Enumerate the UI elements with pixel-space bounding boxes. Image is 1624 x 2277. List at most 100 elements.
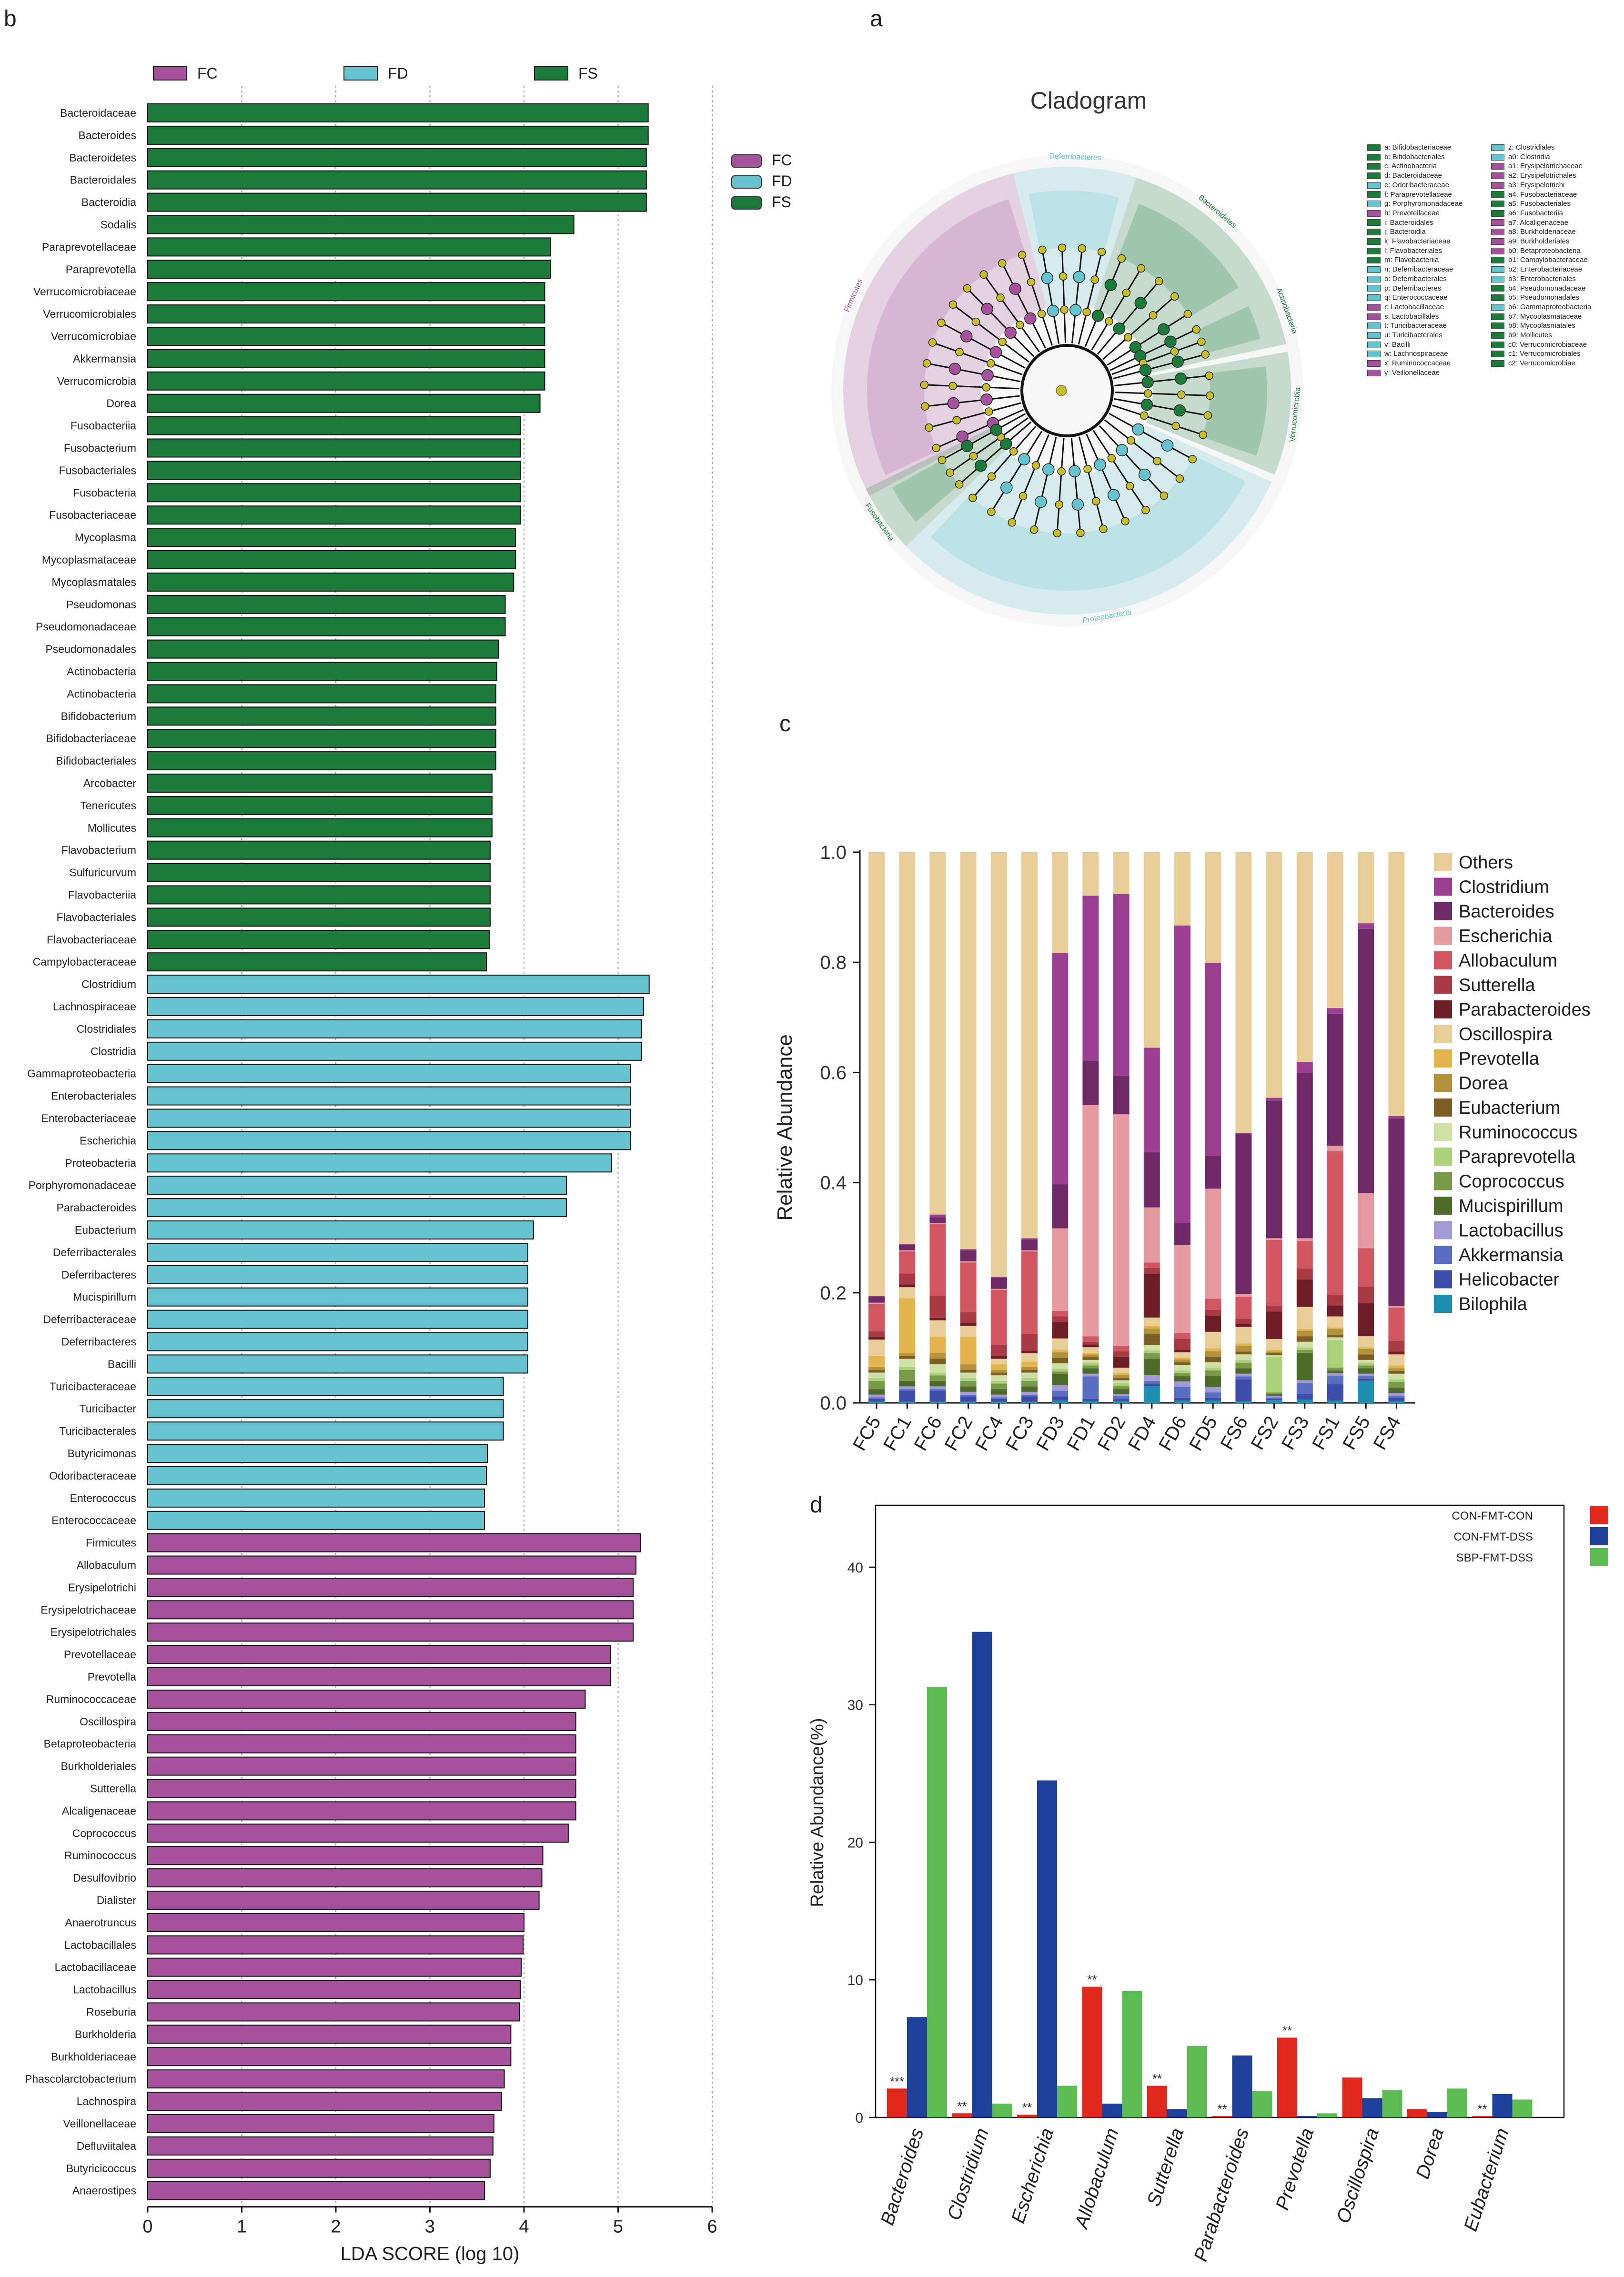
lda-bar-label: Lactobacillus xyxy=(73,1984,136,1996)
cladogram-node xyxy=(1183,310,1192,319)
cladogram-taxa-legend-item: a3: Erysipelotrichi xyxy=(1491,181,1615,190)
stacked-bar-segment xyxy=(1235,1376,1252,1380)
lda-bar xyxy=(147,594,506,614)
stacked-bar-segment xyxy=(1021,1391,1038,1395)
stacked-bar-segment xyxy=(960,1249,977,1250)
cladogram-taxa-label: a3: Erysipelotrichi xyxy=(1508,181,1565,189)
lda-bar xyxy=(147,1377,504,1396)
cladogram-taxa-legend-item: c0: Verrucomicrobiaceae xyxy=(1491,340,1615,350)
cladogram-taxa-legend-item: b8: Mycoplasmatales xyxy=(1491,321,1615,331)
lda-bar-label: Proteobacteria xyxy=(65,1157,136,1169)
cladogram-taxa-label: b: Bifidobacteriales xyxy=(1384,152,1445,161)
stacked-x-tick-label: FS3 xyxy=(1278,1413,1313,1454)
lda-bar-label: Ruminococcus xyxy=(64,1849,136,1862)
stacked-bar-segment xyxy=(1205,1376,1221,1387)
stacked-bar-segment xyxy=(1296,1329,1313,1331)
stacked-bar-others xyxy=(1327,852,1343,1008)
stacked-bar-segment xyxy=(1205,1299,1221,1310)
stacked-bar-segment xyxy=(1113,1377,1130,1380)
lda-bar xyxy=(147,1578,634,1597)
lda-bar xyxy=(147,1645,611,1664)
stacked-bar-segment xyxy=(899,1251,916,1274)
lda-bar xyxy=(147,1511,485,1530)
stacked-bar-segment xyxy=(1143,1350,1160,1353)
stacked-bar-segment xyxy=(1021,1238,1038,1239)
cladogram-node xyxy=(1192,325,1200,334)
cladogram-taxa-legend-item: b0: Betaproteobacteria xyxy=(1491,246,1615,256)
cladogram-branch xyxy=(1092,430,1147,511)
lda-x-tick-label: 2 xyxy=(331,2217,341,2237)
grouped-bar xyxy=(1037,1780,1057,2117)
cladogram-taxa-label: y: Veillonellaceae xyxy=(1384,368,1440,377)
grouped-significance-label: ** xyxy=(1217,2102,1227,2116)
stacked-bar-segment xyxy=(1327,1294,1343,1306)
lda-bar xyxy=(147,1310,528,1329)
lda-bar-label: Odoribacteraceae xyxy=(49,1470,136,1482)
lda-bar-label: Bacteroidetes xyxy=(69,151,136,164)
lda-bar xyxy=(147,1801,576,1821)
stacked-bar-segment xyxy=(1205,1370,1221,1376)
lda-bar xyxy=(147,840,491,860)
stacked-bar-segment xyxy=(1205,1398,1221,1401)
stacked-bar-segment xyxy=(1082,1344,1099,1348)
stacked-bar-segment xyxy=(1021,1370,1038,1373)
cladogram-taxa-legend-item: c: Actinobacteria xyxy=(1367,161,1491,171)
stacked-bar-segment xyxy=(929,1375,946,1381)
cladogram-taxa-legend-item: c2: Verrucomicrobiae xyxy=(1491,359,1615,368)
stacked-bar-segment xyxy=(1021,1361,1038,1367)
stacked-bar-segment xyxy=(990,1278,1007,1289)
lda-bar xyxy=(147,1712,576,1731)
stacked-bar-segment xyxy=(1388,1351,1405,1355)
lda-bar-label: Flavobacteriales xyxy=(57,911,136,923)
cladogram-node xyxy=(989,346,1002,359)
stacked-bar-segment xyxy=(1143,1375,1160,1381)
grouped-x-tick-label: Dorea xyxy=(1412,2126,1448,2181)
stacked-bar-segment xyxy=(1143,1353,1160,1359)
lda-bar xyxy=(147,1108,631,1128)
cladogram-taxa-swatch xyxy=(1491,219,1504,226)
stacked-bar-segment xyxy=(929,1222,946,1224)
cladogram-node xyxy=(1170,292,1179,301)
stacked-bar-segment xyxy=(1266,1306,1282,1312)
cladogram-taxa-label: a1: Erysipelotrichaceae xyxy=(1508,162,1583,171)
cladogram-node xyxy=(1107,454,1116,463)
cladogram-taxa-label: o: Deferribacterales xyxy=(1384,274,1447,283)
stacked-bar-segment xyxy=(1296,1062,1313,1073)
stacked-bar-segment xyxy=(1143,1273,1160,1318)
stacked-bar-segment xyxy=(1235,1133,1252,1134)
grouped-bar xyxy=(1082,1986,1102,2117)
lda-bar-label: Bacilli xyxy=(108,1358,136,1370)
lda-bar xyxy=(147,975,650,994)
stacked-bar-segment xyxy=(1052,1400,1069,1403)
stacked-x-tick-label: FC5 xyxy=(849,1413,885,1454)
cladogram-taxa-legend-item: q: Enterococcaceae xyxy=(1367,293,1491,302)
cladogram-node xyxy=(948,382,957,390)
stacked-bar-others xyxy=(868,852,885,1296)
lda-bar xyxy=(147,1466,487,1485)
stacked-bar-segment xyxy=(990,1345,1007,1356)
stacked-legend-swatch xyxy=(1434,1049,1452,1068)
cladogram-node xyxy=(948,300,958,309)
stacked-bar-segment xyxy=(1082,1368,1099,1374)
stacked-bar-segment xyxy=(1143,1383,1160,1387)
stacked-bar-segment xyxy=(929,1217,946,1223)
stacked-bar-segment xyxy=(1205,1362,1221,1368)
stacked-bar-segment xyxy=(868,1372,885,1378)
lda-bar-label: Paraprevotella xyxy=(66,263,137,275)
lda-bar xyxy=(147,1399,504,1419)
cladogram-taxa-swatch xyxy=(1491,313,1504,320)
stacked-legend-label: Prevotella xyxy=(1459,1049,1540,1069)
lda-bar xyxy=(147,774,493,793)
cladogram-legend-swatch xyxy=(731,196,762,210)
stacked-bar-segment xyxy=(929,1389,946,1391)
stacked-bar-segment xyxy=(960,1250,977,1261)
cladogram-node xyxy=(1034,495,1047,508)
stacked-bar-segment xyxy=(1358,1336,1374,1348)
stacked-bar-segment xyxy=(1296,1307,1313,1330)
stacked-legend-label: Escherichia xyxy=(1459,927,1553,947)
cladogram-taxa-label: a0: Clostridia xyxy=(1508,152,1550,161)
stacked-bar-segment xyxy=(1235,1346,1252,1352)
stacked-bar-others xyxy=(1266,852,1282,1098)
cladogram-node xyxy=(921,402,929,411)
stacked-bar-segment xyxy=(1205,1155,1221,1189)
